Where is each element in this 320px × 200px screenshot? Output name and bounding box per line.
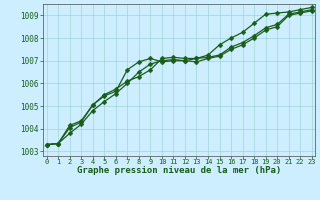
X-axis label: Graphe pression niveau de la mer (hPa): Graphe pression niveau de la mer (hPa): [77, 166, 281, 175]
